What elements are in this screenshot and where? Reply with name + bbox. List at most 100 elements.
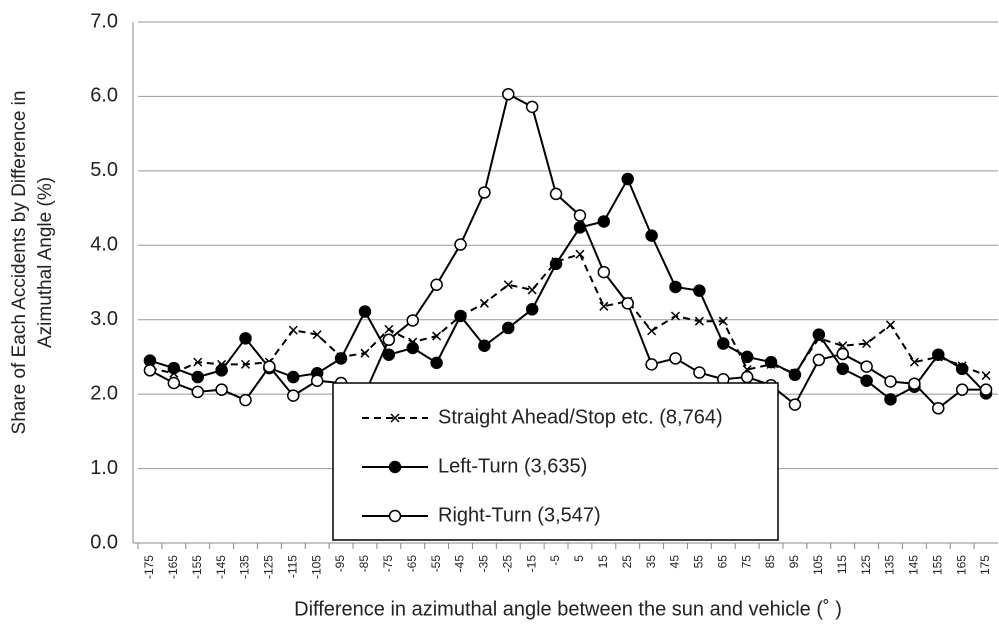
x-tick-label: -25	[500, 555, 514, 573]
marker	[527, 285, 537, 295]
legend-label: Straight Ahead/Stop etc. (8,764)	[438, 406, 723, 428]
marker	[645, 358, 658, 371]
marker-x	[312, 330, 322, 340]
marker	[360, 348, 370, 358]
marker	[430, 356, 443, 370]
marker	[288, 325, 298, 335]
marker-x	[390, 413, 400, 423]
y-tick-label: 1.0	[90, 457, 118, 479]
x-tick-label: -95	[333, 555, 347, 573]
x-tick-label: -75	[381, 555, 395, 573]
marker	[240, 359, 251, 369]
y-tick-label: 2.0	[90, 382, 118, 404]
marker	[287, 389, 300, 402]
marker-x	[909, 357, 919, 367]
marker	[432, 331, 442, 341]
marker	[239, 332, 252, 345]
marker	[454, 238, 467, 251]
marker	[479, 298, 489, 308]
marker	[478, 186, 491, 199]
x-tick-label: 135	[883, 555, 897, 575]
marker	[430, 278, 443, 291]
marker	[167, 376, 181, 390]
x-tick-label: 155	[930, 555, 944, 575]
marker	[788, 398, 802, 411]
marker	[287, 370, 300, 384]
x-tick-label: 45	[668, 555, 682, 569]
series-line	[149, 253, 987, 377]
marker	[384, 324, 394, 334]
marker-x	[503, 280, 513, 290]
marker	[884, 393, 897, 406]
marker	[932, 348, 945, 361]
marker	[549, 257, 563, 271]
x-axis-label: Difference in azimuthal angle between th…	[294, 598, 842, 620]
marker	[740, 350, 754, 364]
marker	[740, 370, 754, 384]
marker	[390, 413, 400, 423]
marker	[406, 341, 419, 355]
marker-x	[862, 339, 872, 349]
marker	[388, 509, 402, 523]
marker	[599, 301, 609, 311]
marker	[621, 297, 634, 310]
x-tick-label: -45	[453, 555, 467, 573]
marker	[693, 366, 706, 379]
x-tick-label: 145	[907, 555, 921, 575]
x-tick-label: 35	[644, 555, 658, 569]
marker-x	[527, 285, 537, 295]
marker	[909, 357, 919, 367]
marker	[955, 383, 969, 396]
y-tick-label: 5.0	[90, 159, 118, 181]
x-tick-label: 65	[715, 555, 729, 569]
marker-x	[479, 298, 489, 308]
marker	[621, 172, 634, 186]
marker	[836, 347, 849, 361]
marker	[503, 280, 513, 290]
marker	[597, 265, 611, 279]
marker	[312, 330, 322, 340]
marker	[310, 374, 324, 387]
marker	[669, 352, 682, 365]
marker-x	[193, 357, 203, 367]
marker-x	[360, 348, 370, 358]
x-tick-label: 125	[859, 555, 873, 575]
x-tick-label: -55	[429, 555, 443, 573]
marker	[764, 355, 778, 369]
x-tick-label: -5	[548, 555, 562, 566]
marker	[263, 360, 276, 373]
legend-label: Right-Turn (3,547)	[438, 504, 601, 526]
series-line	[149, 92, 987, 410]
x-tick-label: -155	[190, 555, 204, 579]
marker	[193, 357, 203, 367]
x-tick-label: 75	[739, 555, 753, 569]
x-tick-label: 95	[787, 555, 801, 569]
marker	[884, 375, 897, 388]
marker	[191, 385, 204, 399]
marker	[525, 303, 539, 316]
x-tick-label: 5	[572, 555, 586, 562]
x-tick-label: -65	[405, 555, 419, 573]
marker	[862, 339, 872, 349]
marker	[981, 371, 991, 381]
x-tick-label: -15	[524, 555, 538, 573]
marker	[836, 362, 849, 376]
marker-x	[647, 326, 657, 336]
marker	[669, 280, 682, 294]
marker	[812, 353, 826, 367]
y-tick-label: 3.0	[90, 308, 118, 330]
marker	[694, 316, 704, 326]
marker	[647, 326, 657, 336]
marker	[167, 361, 181, 375]
marker-x	[885, 320, 896, 330]
marker	[932, 402, 945, 415]
marker	[454, 309, 467, 323]
marker	[860, 360, 873, 373]
x-tick-label: 175	[978, 555, 992, 575]
marker-x	[432, 331, 442, 341]
marker	[955, 362, 969, 376]
marker	[812, 328, 826, 341]
marker	[143, 364, 157, 377]
marker	[215, 383, 228, 396]
marker	[334, 352, 348, 365]
